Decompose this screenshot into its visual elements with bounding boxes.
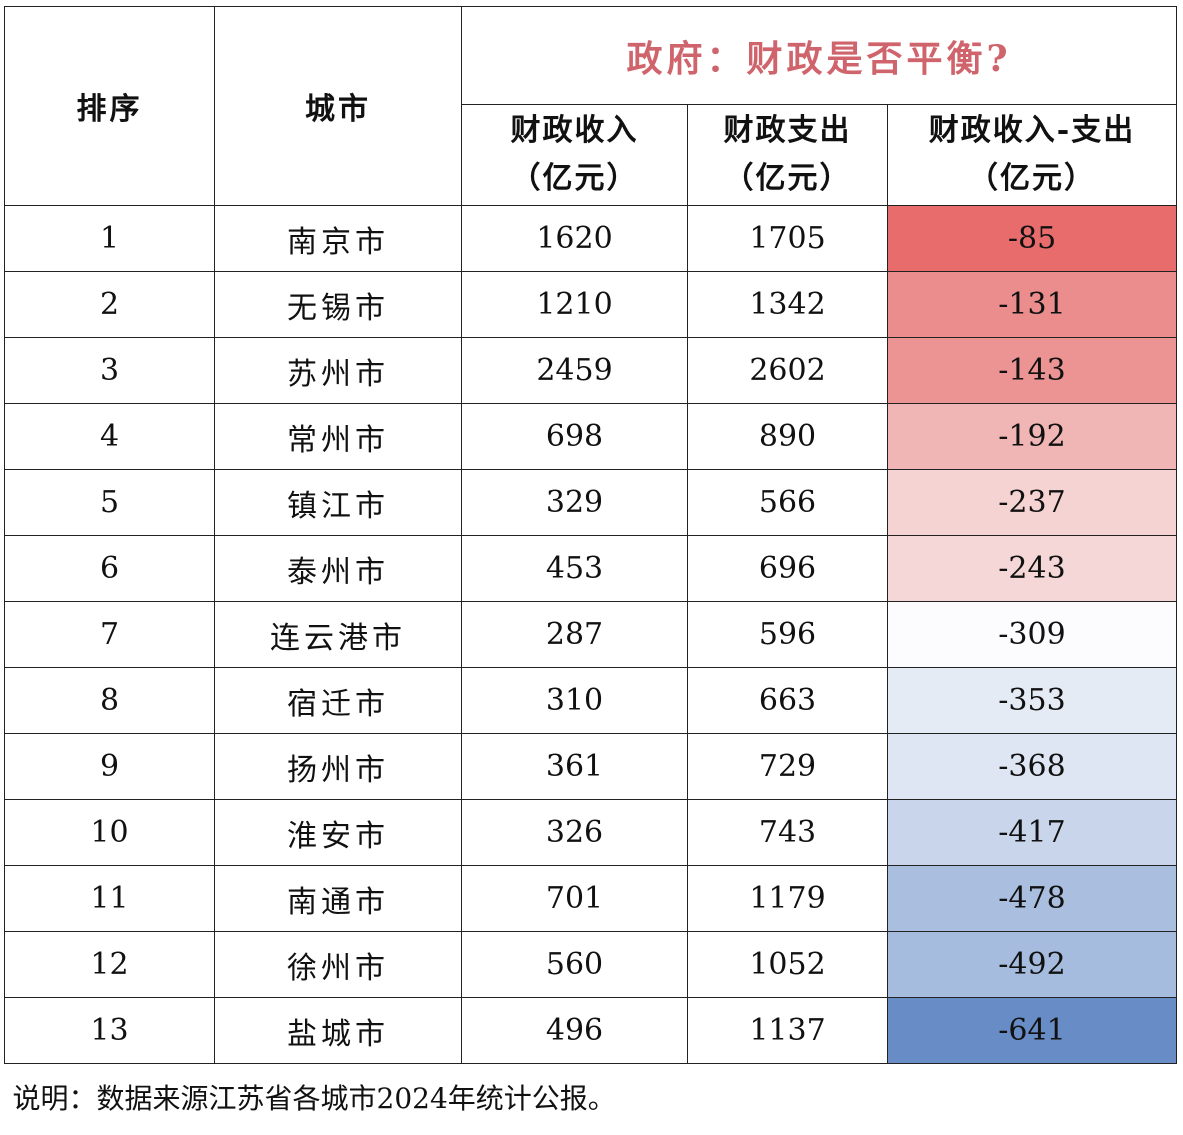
table-row: 11 南通市 701 1179 -478	[4, 865, 1177, 932]
revenue-cell: 453	[461, 535, 688, 602]
city-cell: 扬州市	[214, 733, 462, 800]
revenue-cell: 698	[461, 403, 688, 470]
revenue-cell: 310	[461, 667, 688, 734]
revenue-cell: 2459	[461, 337, 688, 404]
expenditure-cell: 1342	[687, 271, 888, 338]
balance-cell: -641	[887, 997, 1177, 1064]
fiscal-balance-table: 排序 城市 政府：财政是否平衡? 财政收入 （亿元） 财政支出 （亿元） 财政收…	[4, 6, 1177, 1131]
city-cell: 常州市	[214, 403, 462, 470]
rank-cell: 8	[4, 667, 215, 734]
balance-cell: -492	[887, 931, 1177, 998]
city-cell: 无锡市	[214, 271, 462, 338]
expenditure-cell: 596	[687, 601, 888, 668]
revenue-cell: 1620	[461, 205, 688, 272]
city-cell: 南通市	[214, 865, 462, 932]
table-row: 1 南京市 1620 1705 -85	[4, 205, 1177, 272]
expenditure-cell: 1052	[687, 931, 888, 998]
balance-cell: -353	[887, 667, 1177, 734]
revenue-cell: 361	[461, 733, 688, 800]
revenue-cell: 287	[461, 601, 688, 668]
expenditure-cell: 663	[687, 667, 888, 734]
balance-cell: -309	[887, 601, 1177, 668]
table-row: 2 无锡市 1210 1342 -131	[4, 271, 1177, 338]
city-cell: 苏州市	[214, 337, 462, 404]
rank-cell: 4	[4, 403, 215, 470]
table-row: 3 苏州市 2459 2602 -143	[4, 337, 1177, 404]
table-row: 9 扬州市 361 729 -368	[4, 733, 1177, 800]
balance-cell: -192	[887, 403, 1177, 470]
revenue-cell: 701	[461, 865, 688, 932]
rank-cell: 7	[4, 601, 215, 668]
city-cell: 徐州市	[214, 931, 462, 998]
rank-cell: 2	[4, 271, 215, 338]
rank-cell: 3	[4, 337, 215, 404]
expenditure-cell: 566	[687, 469, 888, 536]
expenditure-header: 财政支出 （亿元）	[687, 104, 888, 206]
revenue-cell: 1210	[461, 271, 688, 338]
city-header: 城市	[214, 6, 462, 206]
revenue-cell: 326	[461, 799, 688, 866]
table-row: 5 镇江市 329 566 -237	[4, 469, 1177, 536]
expenditure-cell: 743	[687, 799, 888, 866]
city-cell: 宿迁市	[214, 667, 462, 734]
balance-header-line2: （亿元）	[968, 161, 1096, 196]
rank-cell: 5	[4, 469, 215, 536]
balance-cell: -85	[887, 205, 1177, 272]
balance-cell: -131	[887, 271, 1177, 338]
rank-header: 排序	[4, 6, 215, 206]
revenue-cell: 560	[461, 931, 688, 998]
rank-cell: 6	[4, 535, 215, 602]
balance-cell: -243	[887, 535, 1177, 602]
expenditure-cell: 1137	[687, 997, 888, 1064]
table-title: 政府：财政是否平衡?	[461, 6, 1177, 105]
rank-cell: 10	[4, 799, 215, 866]
city-cell: 南京市	[214, 205, 462, 272]
rank-cell: 1	[4, 205, 215, 272]
table-row: 8 宿迁市 310 663 -353	[4, 667, 1177, 734]
table-row: 4 常州市 698 890 -192	[4, 403, 1177, 470]
rank-cell: 9	[4, 733, 215, 800]
balance-cell: -417	[887, 799, 1177, 866]
revenue-cell: 496	[461, 997, 688, 1064]
city-cell: 连云港市	[214, 601, 462, 668]
expenditure-cell: 890	[687, 403, 888, 470]
rank-cell: 11	[4, 865, 215, 932]
balance-cell: -368	[887, 733, 1177, 800]
balance-cell: -478	[887, 865, 1177, 932]
table-row: 7 连云港市 287 596 -309	[4, 601, 1177, 668]
table-row: 12 徐州市 560 1052 -492	[4, 931, 1177, 998]
revenue-header-line1: 财政收入	[510, 113, 639, 148]
rank-cell: 13	[4, 997, 215, 1064]
revenue-header: 财政收入 （亿元）	[461, 104, 688, 206]
city-cell: 泰州市	[214, 535, 462, 602]
balance-cell: -237	[887, 469, 1177, 536]
source-note: 说明：数据来源江苏省各城市2024年统计公报。	[4, 1063, 1177, 1131]
city-cell: 淮安市	[214, 799, 462, 866]
expenditure-cell: 1179	[687, 865, 888, 932]
table-row: 10 淮安市 326 743 -417	[4, 799, 1177, 866]
expenditure-header-line1: 财政支出	[723, 113, 852, 148]
table-row: 13 盐城市 496 1137 -641	[4, 997, 1177, 1064]
expenditure-cell: 1705	[687, 205, 888, 272]
table-row: 6 泰州市 453 696 -243	[4, 535, 1177, 602]
revenue-header-line2: （亿元）	[510, 161, 639, 196]
revenue-cell: 329	[461, 469, 688, 536]
expenditure-cell: 2602	[687, 337, 888, 404]
city-cell: 盐城市	[214, 997, 462, 1064]
rank-cell: 12	[4, 931, 215, 998]
balance-header-line1: 财政收入-支出	[928, 113, 1136, 148]
balance-header: 财政收入-支出 （亿元）	[887, 104, 1177, 206]
balance-cell: -143	[887, 337, 1177, 404]
expenditure-cell: 696	[687, 535, 888, 602]
city-cell: 镇江市	[214, 469, 462, 536]
expenditure-header-line2: （亿元）	[723, 161, 852, 196]
expenditure-cell: 729	[687, 733, 888, 800]
